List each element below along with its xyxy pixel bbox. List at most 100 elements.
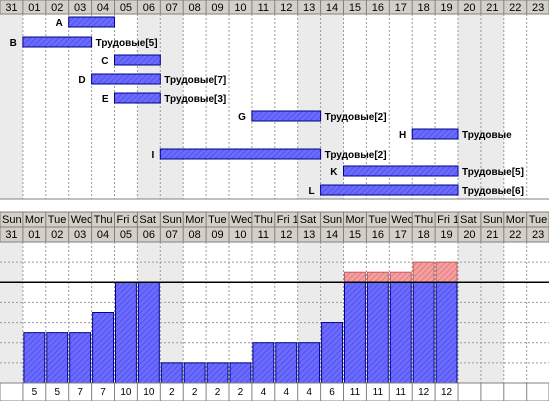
day-of-week-label: Fri 0 xyxy=(117,214,139,226)
histogram-bar[interactable] xyxy=(23,332,46,384)
hist-date-label: 04 xyxy=(97,229,109,241)
resource-histogram-area: Sun 31 Mor 01 Tue 02 Wec 03 Thu 04 Fri 0 05 Sat 06 Sun… xyxy=(0,211,549,401)
hist-date-label: 09 xyxy=(211,229,223,241)
histogram-bar[interactable] xyxy=(435,281,458,384)
weekend-column xyxy=(160,14,184,199)
hist-date-label: 13 xyxy=(303,229,315,241)
gantt-date-label: 06 xyxy=(143,2,155,14)
day-of-week-label: Mor xyxy=(506,214,525,226)
weekend-column xyxy=(160,242,184,383)
resource-label-e: Трудовые[3] xyxy=(164,94,226,105)
histogram-overload-bar[interactable] xyxy=(435,261,458,283)
resource-count-label: 2 xyxy=(215,387,221,398)
resource-label-l: Трудовые[6] xyxy=(462,186,524,197)
resource-label-k: Трудовые[5] xyxy=(462,167,524,178)
histogram-bar[interactable] xyxy=(366,281,389,384)
gantt-date-label: 07 xyxy=(166,2,178,14)
hist-date-label: 07 xyxy=(166,229,178,241)
gantt-date-label: 20 xyxy=(463,2,475,14)
task-label-b: B xyxy=(10,38,17,49)
histogram-bar[interactable] xyxy=(298,342,321,384)
histogram-bar[interactable] xyxy=(92,312,114,384)
hist-date-label: 12 xyxy=(280,229,292,241)
gantt-date-label: 08 xyxy=(189,2,201,14)
weekend-column xyxy=(458,14,481,199)
resource-count-label: 7 xyxy=(77,387,83,398)
resource-count-label: 4 xyxy=(306,387,312,398)
hist-date-label: 06 xyxy=(143,229,155,241)
task-bar-k[interactable] xyxy=(343,165,459,177)
histogram-bar[interactable] xyxy=(206,362,229,384)
histogram-bar[interactable] xyxy=(412,281,435,384)
day-of-week-label: Sun xyxy=(323,214,343,226)
task-label-h: H xyxy=(399,130,406,141)
weekend-column xyxy=(0,14,23,199)
task-bar-g[interactable] xyxy=(251,110,322,122)
histogram-bar[interactable] xyxy=(321,322,344,384)
hist-date-label: 18 xyxy=(418,229,430,241)
day-of-week-label: Tue xyxy=(208,214,227,226)
resource-count-label: 6 xyxy=(329,387,335,398)
histogram-overload-bar[interactable] xyxy=(366,271,389,283)
histogram-overload-bar[interactable] xyxy=(344,271,366,283)
gantt-date-label: 01 xyxy=(28,2,40,14)
histogram-bar[interactable] xyxy=(160,362,183,384)
histogram-bar[interactable] xyxy=(46,332,69,384)
weekend-column xyxy=(480,242,504,383)
weekend-column xyxy=(0,242,23,383)
day-of-week-label: Sat xyxy=(139,214,156,226)
hist-date-label: 17 xyxy=(395,229,407,241)
resource-count-label: 11 xyxy=(396,387,407,398)
histogram-overload-bar[interactable] xyxy=(412,261,435,283)
day-of-week-label: Mor xyxy=(25,214,44,226)
task-bar-i[interactable] xyxy=(159,148,322,160)
task-label-e: E xyxy=(102,94,109,105)
day-of-week-label: Thu xyxy=(94,214,113,226)
hist-date-label: 22 xyxy=(509,229,521,241)
task-bar-b[interactable] xyxy=(22,36,93,48)
resource-count-label: 4 xyxy=(283,387,289,398)
histogram-bar[interactable] xyxy=(389,281,412,384)
task-label-k: K xyxy=(330,167,338,178)
histogram-bar[interactable] xyxy=(115,281,137,384)
histogram-bar[interactable] xyxy=(229,362,252,384)
gantt-date-label: 18 xyxy=(418,2,430,14)
histogram-bar[interactable] xyxy=(344,281,366,384)
gantt-date-label: 19 xyxy=(440,2,452,14)
task-bar-h[interactable] xyxy=(411,128,459,140)
gantt-date-label: 13 xyxy=(303,2,315,14)
hist-date-label: 31 xyxy=(5,229,17,241)
gantt-date-label: 17 xyxy=(395,2,407,14)
task-bar-e[interactable] xyxy=(114,92,161,104)
histogram-bar[interactable] xyxy=(183,362,206,384)
histogram-bar[interactable] xyxy=(252,342,275,384)
hist-date-label: 02 xyxy=(51,229,63,241)
gantt-date-label: 05 xyxy=(120,2,132,14)
histogram-bar[interactable] xyxy=(69,332,92,384)
gantt-date-label: 23 xyxy=(532,2,544,14)
day-of-week-label: Thu xyxy=(254,214,273,226)
day-of-week-label: Sun xyxy=(2,214,22,226)
task-bar-d[interactable] xyxy=(91,73,161,85)
task-bar-l[interactable] xyxy=(320,184,459,196)
hist-date-label: 20 xyxy=(463,229,475,241)
gantt-date-label: 02 xyxy=(51,2,63,14)
task-bar-a[interactable] xyxy=(68,16,115,28)
task-label-a: A xyxy=(55,18,62,29)
histogram-bar[interactable] xyxy=(137,281,160,384)
day-of-week-label: Wec xyxy=(231,214,253,226)
resource-count-label: 5 xyxy=(54,387,60,398)
resource-count-label: 4 xyxy=(261,387,267,398)
resource-count-label: 10 xyxy=(143,387,155,398)
weekend-column xyxy=(458,242,481,383)
hist-date-label: 08 xyxy=(189,229,201,241)
gantt-date-label: 16 xyxy=(372,2,384,14)
gantt-date-label: 15 xyxy=(349,2,361,14)
histogram-overload-bar[interactable] xyxy=(389,271,412,283)
gantt-date-label: 03 xyxy=(74,2,86,14)
day-of-week-label: Tue xyxy=(529,214,548,226)
histogram-bar[interactable] xyxy=(275,342,298,384)
task-bar-c[interactable] xyxy=(114,54,161,66)
day-of-week-label: Mor xyxy=(346,214,365,226)
